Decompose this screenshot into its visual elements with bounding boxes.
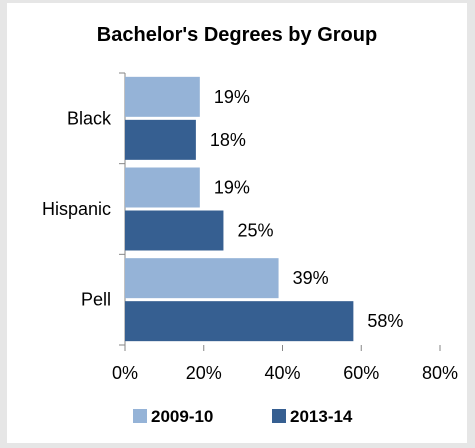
legend-swatch [272,409,286,423]
data-label: 39% [293,268,329,288]
category-label: Pell [81,290,111,310]
x-tick-label: 40% [264,363,300,383]
legend-label: 2009-10 [151,407,213,426]
bar-black-2009-10 [125,76,200,117]
bar-hispanic-2013-14 [125,210,224,251]
chart-title: Bachelor's Degrees by Group [97,24,377,46]
data-label: 58% [367,311,403,331]
x-tick-label: 20% [186,363,222,383]
plot-area: 19% 18% Black 19% 25% Hispanic 39% 58% Pell 0% 20%… [42,72,458,383]
data-label: 19% [214,178,250,198]
data-label: 19% [214,87,250,107]
bar-black-2013-14 [125,119,196,160]
x-tick-label: 60% [343,363,379,383]
legend-label: 2013-14 [290,407,353,426]
bar-pell-2013-14 [125,301,354,342]
legend: 2009-10 2013-14 [133,407,353,426]
x-tick-label: 0% [112,363,138,383]
data-label: 18% [210,130,246,150]
category-label: Hispanic [42,199,111,219]
bar-hispanic-2009-10 [125,167,200,208]
bar-pell-2009-10 [125,258,279,299]
bar-chart: Bachelor's Degrees by Group 19%18%Black1… [42,24,458,426]
category-label: Black [67,108,112,128]
legend-swatch [133,409,147,423]
x-tick-label: 80% [422,363,458,383]
chart-panel: Bachelor's Degrees by Group 19% 18% Black 1… [7,3,467,443]
data-label: 25% [237,221,273,241]
